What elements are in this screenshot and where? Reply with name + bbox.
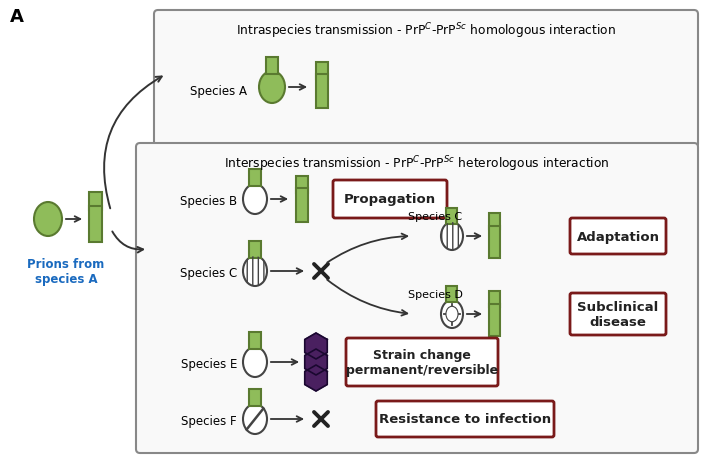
Text: A: A [10, 8, 24, 26]
FancyBboxPatch shape [136, 144, 698, 453]
FancyBboxPatch shape [376, 401, 554, 437]
Text: Propagation: Propagation [344, 193, 436, 206]
Text: Intraspecies transmission - PrP$^C$-PrP$^{Sc}$ homologous interaction: Intraspecies transmission - PrP$^C$-PrP$… [236, 21, 616, 41]
Text: Species C: Species C [408, 212, 462, 222]
Bar [489, 213, 501, 230]
Text: Resistance to infection: Resistance to infection [379, 413, 551, 425]
FancyBboxPatch shape [333, 180, 447, 218]
Bar [316, 62, 328, 79]
Ellipse shape [441, 300, 463, 328]
Polygon shape [305, 349, 327, 375]
FancyBboxPatch shape [570, 218, 666, 254]
Text: Adaptation: Adaptation [576, 230, 660, 243]
Bar [90, 207, 103, 242]
Polygon shape [305, 333, 327, 359]
FancyBboxPatch shape [570, 293, 666, 335]
Text: Species B: Species B [180, 195, 237, 208]
Ellipse shape [243, 185, 267, 214]
Text: Species D: Species D [407, 289, 462, 299]
Ellipse shape [243, 347, 267, 377]
Bar [249, 389, 261, 406]
Text: Species F: Species F [182, 414, 237, 428]
Bar [489, 291, 501, 308]
Text: Strain change
permanent/reversible: Strain change permanent/reversible [346, 348, 498, 376]
Bar [249, 241, 261, 258]
Bar [249, 169, 261, 186]
Bar [296, 189, 308, 223]
Bar [296, 176, 308, 193]
Bar [447, 208, 457, 224]
Text: Subclinical
disease: Subclinical disease [578, 300, 659, 328]
Ellipse shape [243, 404, 267, 434]
Ellipse shape [446, 307, 458, 322]
Bar [489, 304, 501, 336]
Polygon shape [305, 365, 327, 391]
Text: Species E: Species E [180, 358, 237, 371]
Bar [489, 226, 501, 258]
Bar [316, 75, 328, 109]
Text: Species A: Species A [190, 85, 247, 98]
Bar [249, 332, 261, 349]
Bar [266, 57, 278, 74]
Bar [90, 193, 103, 211]
Bar [447, 286, 457, 302]
FancyBboxPatch shape [154, 11, 698, 149]
Text: Interspecies transmission - PrP$^C$-PrP$^{Sc}$ heterologous interaction: Interspecies transmission - PrP$^C$-PrP$… [224, 154, 609, 174]
Text: Species C: Species C [180, 267, 237, 280]
Text: Prions from
species A: Prions from species A [28, 257, 105, 285]
Ellipse shape [34, 202, 62, 236]
Ellipse shape [441, 223, 463, 251]
FancyBboxPatch shape [346, 338, 498, 386]
Ellipse shape [259, 72, 285, 104]
Ellipse shape [243, 257, 267, 286]
